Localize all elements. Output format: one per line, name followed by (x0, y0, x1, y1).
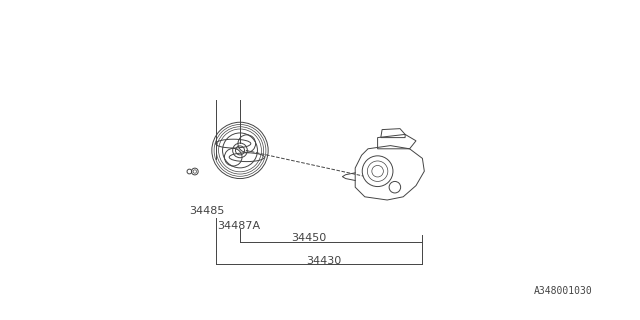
Text: 34485: 34485 (189, 206, 224, 216)
Text: 34487A: 34487A (218, 220, 260, 231)
Text: 34450: 34450 (291, 233, 326, 244)
Text: A348001030: A348001030 (534, 286, 593, 296)
Text: 34430: 34430 (306, 256, 341, 266)
